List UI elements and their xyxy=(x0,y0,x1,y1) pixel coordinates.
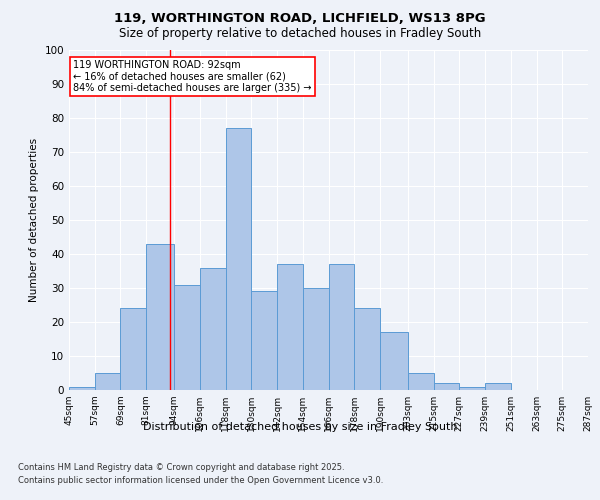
Text: Contains public sector information licensed under the Open Government Licence v3: Contains public sector information licen… xyxy=(18,476,383,485)
Bar xyxy=(380,332,408,390)
Bar xyxy=(354,308,380,390)
Bar xyxy=(434,383,460,390)
Bar xyxy=(121,308,146,390)
Bar xyxy=(174,284,200,390)
Text: Size of property relative to detached houses in Fradley South: Size of property relative to detached ho… xyxy=(119,28,481,40)
Bar xyxy=(485,383,511,390)
Text: Distribution of detached houses by size in Fradley South: Distribution of detached houses by size … xyxy=(143,422,457,432)
Bar xyxy=(303,288,329,390)
Bar xyxy=(251,292,277,390)
Bar xyxy=(95,373,121,390)
Bar xyxy=(460,386,485,390)
Text: 119 WORTHINGTON ROAD: 92sqm
← 16% of detached houses are smaller (62)
84% of sem: 119 WORTHINGTON ROAD: 92sqm ← 16% of det… xyxy=(73,60,312,94)
Bar xyxy=(226,128,251,390)
Bar xyxy=(69,386,95,390)
Bar xyxy=(146,244,174,390)
Y-axis label: Number of detached properties: Number of detached properties xyxy=(29,138,39,302)
Bar xyxy=(200,268,226,390)
Text: Contains HM Land Registry data © Crown copyright and database right 2025.: Contains HM Land Registry data © Crown c… xyxy=(18,462,344,471)
Bar xyxy=(277,264,303,390)
Bar xyxy=(329,264,354,390)
Bar xyxy=(408,373,434,390)
Text: 119, WORTHINGTON ROAD, LICHFIELD, WS13 8PG: 119, WORTHINGTON ROAD, LICHFIELD, WS13 8… xyxy=(114,12,486,26)
